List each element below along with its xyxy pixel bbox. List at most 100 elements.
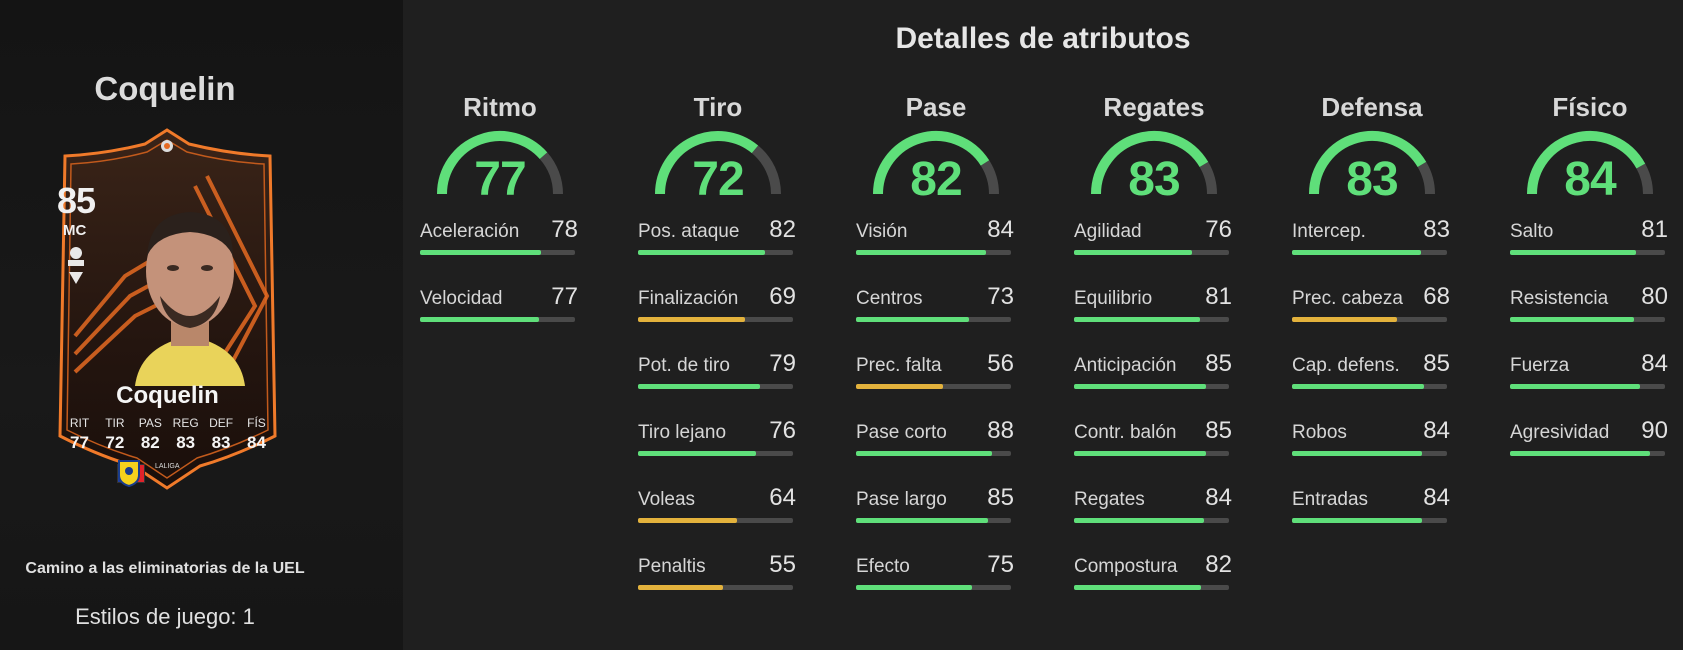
attribute-row[interactable]: Voleas 64 (638, 482, 798, 549)
attribute-row[interactable]: Visión 84 (856, 214, 1016, 281)
attribute-bar (1292, 317, 1447, 322)
player-portrait (105, 186, 275, 386)
attribute-list: Agilidad 76 Equilibrio 81 Anticipación 85 Cont… (1074, 214, 1234, 616)
attribute-header: Pos. ataque 82 (638, 216, 798, 244)
card-stat: RIT 77 (63, 416, 96, 453)
attribute-row[interactable]: Velocidad 77 (420, 281, 580, 348)
card-rating: 85 (57, 180, 96, 221)
attribute-bar (1074, 451, 1229, 456)
player-card[interactable]: 85 MC Coquelin RIT 77 TIR 72 PAS 8 (35, 126, 300, 501)
attribute-header: Robos 84 (1292, 417, 1452, 445)
attribute-name: Fuerza (1510, 355, 1570, 376)
attribute-row[interactable]: Agresividad 90 (1510, 415, 1670, 482)
attribute-value: 55 (769, 551, 796, 578)
attribute-row[interactable]: Compostura 82 (1074, 549, 1234, 616)
attribute-name: Penaltis (638, 556, 706, 577)
card-stat-label: TIR (105, 416, 125, 430)
attribute-column: Físico 84 Salto 81 Resistencia 80 Fuerza 84 Agre… (1510, 92, 1670, 482)
card-stat-value: 82 (140, 433, 160, 452)
attribute-bar-fill (1074, 317, 1200, 322)
category-title: Tiro (693, 92, 743, 122)
attribute-row[interactable]: Intercep. 83 (1292, 214, 1452, 281)
attribute-row[interactable]: Resistencia 80 (1510, 281, 1670, 348)
gauge-fill (437, 131, 548, 195)
attribute-row[interactable]: Fuerza 84 (1510, 348, 1670, 415)
attribute-bar-fill (1292, 451, 1423, 456)
attribute-bar-fill (638, 585, 724, 590)
attribute-value: 84 (1423, 417, 1450, 444)
attribute-row[interactable]: Equilibrio 81 (1074, 281, 1234, 348)
category-gauge: 82 (871, 126, 1001, 206)
attribute-header: Prec. cabeza 68 (1292, 283, 1452, 311)
attribute-bar (1510, 451, 1665, 456)
attribute-row[interactable]: Centros 73 (856, 281, 1016, 348)
attribute-bar (856, 250, 1011, 255)
category-value: 83 (1346, 153, 1398, 206)
attribute-row[interactable]: Pos. ataque 82 (638, 214, 798, 281)
attribute-bar-fill (1074, 250, 1192, 255)
attribute-bar-fill (1510, 250, 1636, 255)
attribute-bar-fill (856, 518, 988, 523)
attribute-bar-fill (1074, 384, 1206, 389)
attribute-row[interactable]: Anticipación 85 (1074, 348, 1234, 415)
attribute-header: Cap. defens. 85 (1292, 350, 1452, 378)
gauge-track (1636, 163, 1653, 195)
attribute-row[interactable]: Efecto 75 (856, 549, 1016, 616)
attribute-row[interactable]: Robos 84 (1292, 415, 1452, 482)
card-stat: REG 83 (169, 416, 202, 453)
attribute-bar (856, 518, 1011, 523)
attribute-bar-fill (638, 384, 761, 389)
attribute-value: 88 (987, 417, 1014, 444)
attribute-header: Agresividad 90 (1510, 417, 1670, 445)
attribute-row[interactable]: Pot. de tiro 79 (638, 348, 798, 415)
league-logo-icon: LALIGA (120, 460, 180, 485)
card-player-name: Coquelin (116, 382, 219, 409)
attribute-bar-fill (856, 451, 993, 456)
attribute-value: 85 (1205, 417, 1232, 444)
attribute-header: Centros 73 (856, 283, 1016, 311)
attribute-header: Intercep. 83 (1292, 216, 1452, 244)
attribute-bar-fill (856, 250, 987, 255)
attribute-value: 83 (1423, 216, 1450, 243)
attribute-row[interactable]: Salto 81 (1510, 214, 1670, 281)
attribute-row[interactable]: Aceleración 78 (420, 214, 580, 281)
attribute-bar (1292, 451, 1447, 456)
gauge-fill (873, 131, 990, 195)
attribute-name: Agresividad (1510, 422, 1610, 443)
attribute-name: Efecto (856, 556, 910, 577)
attribute-value: 85 (1205, 350, 1232, 377)
attribute-row[interactable]: Agilidad 76 (1074, 214, 1234, 281)
attribute-header: Velocidad 77 (420, 283, 580, 311)
attribute-row[interactable]: Contr. balón 85 (1074, 415, 1234, 482)
playstyles-count[interactable]: Estilos de juego: 1 (75, 604, 255, 629)
attribute-bar (1510, 384, 1665, 389)
attribute-row[interactable]: Prec. cabeza 68 (1292, 281, 1452, 348)
attribute-row[interactable]: Prec. falta 56 (856, 348, 1016, 415)
attribute-row[interactable]: Pase largo 85 (856, 482, 1016, 549)
attribute-bar-fill (1074, 451, 1206, 456)
attribute-row[interactable]: Tiro lejano 76 (638, 415, 798, 482)
attribute-header: Pase corto 88 (856, 417, 1016, 445)
attribute-value: 81 (1205, 283, 1232, 310)
attribute-name: Contr. balón (1074, 422, 1177, 443)
player-name-title: Coquelin (94, 70, 236, 107)
attribute-value: 82 (1205, 551, 1232, 578)
attribute-header: Efecto 75 (856, 551, 1016, 579)
attribute-row[interactable]: Pase corto 88 (856, 415, 1016, 482)
card-stat-label: DEF (209, 416, 234, 430)
attribute-name: Prec. cabeza (1292, 288, 1403, 309)
attribute-row[interactable]: Penaltis 55 (638, 549, 798, 616)
attribute-bar (420, 250, 575, 255)
attribute-row[interactable]: Finalización 69 (638, 281, 798, 348)
attribute-bar-fill (1510, 451, 1650, 456)
attribute-bar-fill (1292, 518, 1423, 523)
attribute-row[interactable]: Entradas 84 (1292, 482, 1452, 549)
attribute-column: Regates 83 Agilidad 76 Equilibrio 81 Anticipac… (1074, 92, 1234, 616)
club-crest-icon (118, 459, 211, 487)
attribute-bar-fill (1292, 250, 1421, 255)
attribute-bar (638, 250, 793, 255)
attribute-name: Regates (1074, 489, 1145, 510)
attribute-row[interactable]: Regates 84 (1074, 482, 1234, 549)
attribute-row[interactable]: Cap. defens. 85 (1292, 348, 1452, 415)
card-stat-value: 83 (176, 433, 196, 452)
